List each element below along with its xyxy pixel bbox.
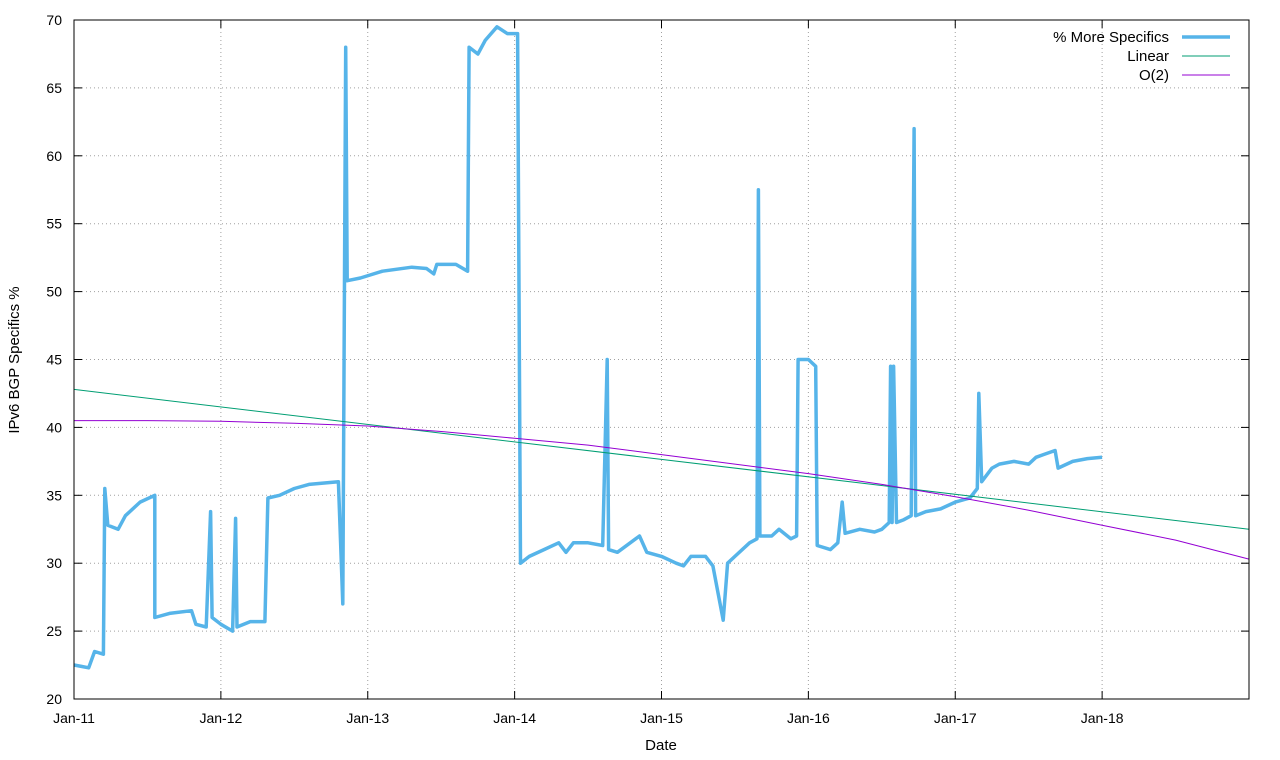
- y-tick-label: 25: [46, 623, 62, 639]
- x-tick-label: Jan-16: [787, 710, 830, 726]
- legend-label: % More Specifics: [1053, 29, 1169, 46]
- x-tick-label: Jan-11: [53, 710, 95, 726]
- plot-area: [73, 25, 1250, 670]
- x-tick-label: Jan-13: [346, 710, 389, 726]
- y-tick-label: 45: [46, 352, 62, 368]
- x-tick-label: Jan-18: [1081, 710, 1124, 726]
- y-tick-label: 70: [46, 12, 62, 28]
- x-tick-label: Jan-15: [640, 710, 683, 726]
- y-tick-label: 65: [46, 80, 62, 96]
- y-tick-label: 55: [46, 216, 62, 232]
- x-tick-label: Jan-12: [199, 710, 242, 726]
- y-tick-label: 40: [46, 419, 62, 435]
- series-line-2: [74, 420, 1250, 560]
- series-line-0: [73, 25, 1103, 670]
- series-line-1: [73, 388, 1250, 530]
- legend-label: Linear: [1127, 48, 1169, 65]
- grid: [74, 20, 1249, 699]
- x-tick-label: Jan-17: [934, 710, 977, 726]
- y-tick-label: 50: [46, 284, 62, 300]
- y-tick-label: 20: [46, 691, 62, 707]
- y-tick-label: 60: [46, 148, 62, 164]
- x-axis: Jan-11 Jan-12 Jan-13 Jan-14 Jan-15 Jan-16 Jan-…: [53, 20, 1124, 726]
- x-axis-label: Date: [645, 737, 677, 754]
- legend: % More Specifics Linear O(2): [1053, 29, 1230, 84]
- legend-label: O(2): [1139, 67, 1169, 84]
- y-axis-label: IPv6 BGP Specifics %: [6, 286, 23, 433]
- y-axis: 20 25 30 35 40 45 50 55 60 65 70: [46, 12, 1249, 707]
- y-tick-label: 30: [46, 555, 62, 571]
- x-tick-label: Jan-14: [493, 710, 536, 726]
- y-tick-label: 35: [46, 487, 62, 503]
